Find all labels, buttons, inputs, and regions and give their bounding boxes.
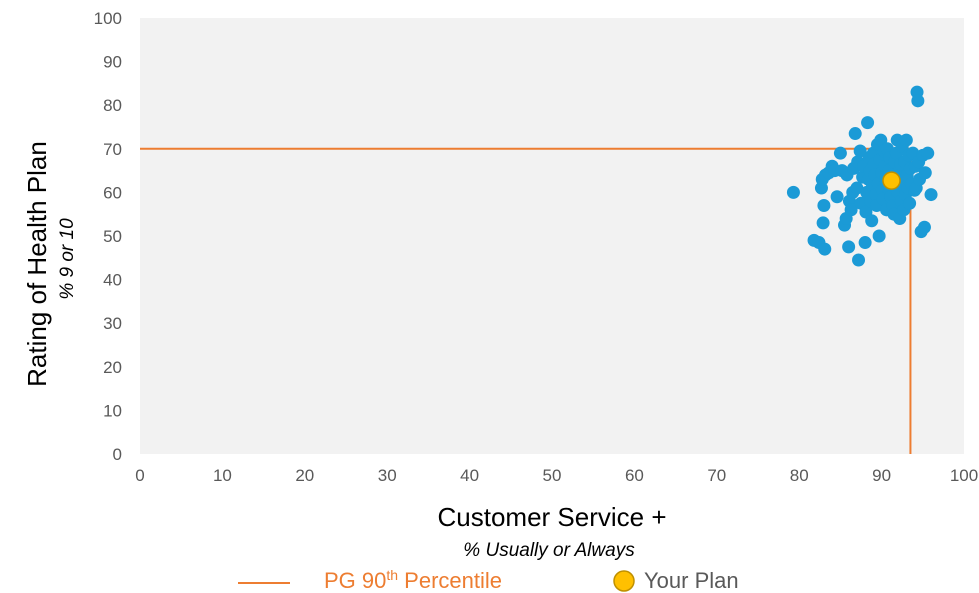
legend-reference-main: PG 90 [324,568,386,593]
y-axis-title: Rating of Health Plan [22,141,52,387]
x-tick-label: 70 [707,466,726,485]
data-point [844,203,858,217]
legend-reference-line-label: PG 90th Percentile [324,567,502,593]
x-tick-label: 100 [950,466,978,485]
data-point [861,116,875,130]
data-point [833,146,847,160]
y-tick-label: 50 [103,227,122,246]
data-point [918,166,932,180]
legend-your-plan-swatch [613,570,635,592]
data-point [853,144,867,158]
legend-reference-rest: Percentile [398,568,502,593]
data-point [911,94,925,108]
x-tick-label: 0 [135,466,144,485]
data-point [818,242,832,256]
y-tick-label: 100 [94,9,122,28]
y-tick-label: 40 [103,271,122,290]
data-point [865,214,879,228]
x-axis-ticks: 0 10 20 30 40 50 60 70 80 90 100 [135,466,978,485]
x-tick-label: 50 [543,466,562,485]
data-point [924,188,938,202]
data-point [903,196,917,210]
x-tick-label: 60 [625,466,644,485]
y-tick-label: 80 [103,96,122,115]
plot-area [140,18,964,454]
data-point [921,146,935,160]
legend-your-plan-label: Your Plan [644,568,739,593]
x-tick-label: 80 [790,466,809,485]
data-point [858,236,872,250]
data-point [842,240,856,254]
legend-reference-sup: th [386,567,398,583]
data-point [848,127,862,141]
y-axis-ticks: 0 10 20 30 40 50 60 70 80 90 100 [94,9,122,464]
x-axis-subtitle: % Usually or Always [463,540,635,561]
x-tick-label: 40 [460,466,479,485]
data-point [917,220,931,234]
x-tick-label: 10 [213,466,232,485]
y-axis-subtitle: % 9 or 10 [57,218,78,300]
y-tick-label: 10 [103,401,122,420]
data-point [817,198,831,212]
x-tick-label: 90 [872,466,891,485]
legend: PG 90th Percentile Your Plan [238,567,739,593]
y-tick-label: 30 [103,314,122,333]
y-tick-label: 60 [103,183,122,202]
y-tick-label: 20 [103,358,122,377]
data-point [850,181,864,195]
y-tick-label: 70 [103,140,122,159]
data-point [786,185,800,199]
x-tick-label: 30 [378,466,397,485]
x-axis-title: Customer Service + [437,502,666,532]
data-point [816,216,830,230]
data-point [852,253,866,267]
x-tick-label: 20 [295,466,314,485]
y-tick-label: 0 [113,445,122,464]
data-point [830,190,844,204]
data-point [899,133,913,147]
your-plan-marker [882,171,901,190]
your-plan-layer [882,171,901,190]
data-point [872,229,886,243]
y-tick-label: 90 [103,53,122,72]
